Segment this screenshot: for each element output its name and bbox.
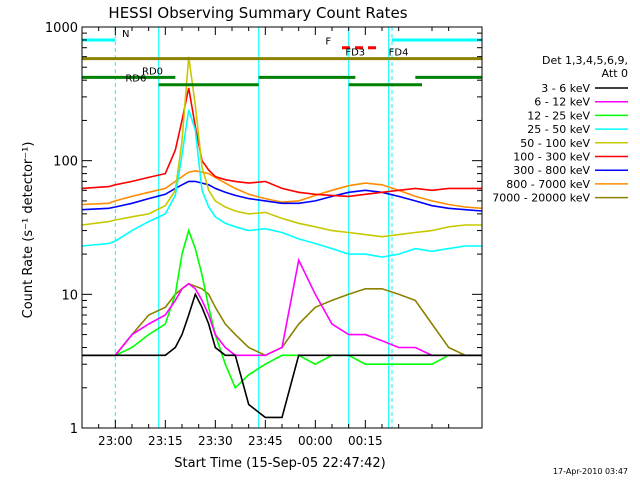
series-line-800-7000-kev <box>81 169 483 210</box>
y-tick-label: 1000 <box>45 21 78 36</box>
legend-label: 25 - 50 keV <box>527 123 590 136</box>
series-line-100-300-kev <box>81 87 482 198</box>
legend-header: Det 1,3,4,5,6,9, <box>542 54 628 67</box>
state-label-n: N <box>122 29 129 40</box>
legend-header: Att 0 <box>602 67 628 80</box>
state-label-fd4: FD4 <box>389 48 409 59</box>
series-line-6-12-kev <box>82 257 482 357</box>
x-tick-label: 23:45 <box>248 434 283 448</box>
y-tick-label: 10 <box>61 288 78 303</box>
legend-label: 3 - 6 keV <box>541 82 590 95</box>
y-tick-label: 1 <box>70 422 78 437</box>
x-tick-label: 00:15 <box>348 434 383 448</box>
x-tick-label: 00:00 <box>298 434 333 448</box>
x-tick-label: 23:15 <box>148 434 183 448</box>
x-axis-label: Start Time (15-Sep-05 22:47:42) <box>174 456 385 471</box>
legend-label: 300 - 800 keV <box>513 164 590 177</box>
legend-label: 100 - 300 keV <box>513 151 590 164</box>
legend-label: 800 - 7000 keV <box>506 178 590 191</box>
y-tick-label: 100 <box>53 155 78 170</box>
x-tick-label: 23:30 <box>198 434 233 448</box>
legend-label: 7000 - 20000 keV <box>492 192 590 205</box>
series-line-3-6-kev <box>82 292 482 419</box>
state-label-f: F <box>325 37 331 48</box>
state-label-rd6: RD6 <box>125 74 146 85</box>
series-line-50-100-kev <box>81 56 482 238</box>
series-line-300-800-kev <box>81 180 483 212</box>
series-line-7000-20000-kev <box>82 282 482 357</box>
legend-label: 6 - 12 keV <box>534 96 590 109</box>
state-label-fd3: FD3 <box>345 48 365 59</box>
chart-title: HESSI Observing Summary Count Rates <box>108 4 407 22</box>
state-label-rd0: RD0 <box>142 66 163 77</box>
y-axis-label: Count Rate (s⁻¹ detector⁻¹) <box>21 142 36 319</box>
plot-frame <box>81 26 483 429</box>
x-tick-label: 23:00 <box>98 434 133 448</box>
legend-label: 50 - 100 keV <box>520 137 590 150</box>
series-line-25-50-kev <box>81 109 482 258</box>
timestamp-footer: 17-Apr-2010 03:47 <box>553 467 628 476</box>
legend-label: 12 - 25 keV <box>527 109 590 122</box>
